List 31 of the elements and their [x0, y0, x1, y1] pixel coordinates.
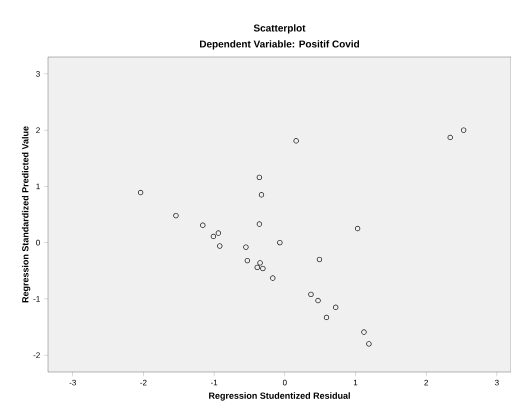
point — [354, 226, 360, 232]
point — [315, 298, 321, 304]
point — [256, 174, 262, 180]
point — [254, 264, 260, 270]
x-axis-title: Regression Studentized Residual — [209, 392, 350, 401]
point — [244, 258, 250, 264]
point — [256, 221, 262, 227]
point — [308, 292, 314, 298]
point — [138, 190, 144, 196]
chart-subtitle: Dependent Variable: Positif Covid — [200, 40, 360, 50]
point — [216, 230, 222, 236]
point — [200, 222, 206, 228]
point — [366, 341, 372, 347]
point — [361, 329, 367, 335]
point — [258, 192, 264, 198]
point — [173, 212, 179, 218]
point — [210, 234, 216, 240]
chart-title: Scatterplot — [254, 24, 306, 34]
point — [270, 275, 276, 281]
point — [277, 240, 283, 246]
point — [460, 127, 466, 133]
point — [316, 256, 322, 262]
point — [293, 138, 299, 144]
y-axis-title: Regression Standardized Predicted Value — [22, 126, 30, 302]
point — [243, 244, 249, 250]
point — [324, 314, 330, 320]
point — [260, 266, 266, 272]
point — [217, 243, 222, 249]
point — [257, 260, 263, 266]
point — [333, 304, 338, 310]
point — [448, 134, 453, 140]
